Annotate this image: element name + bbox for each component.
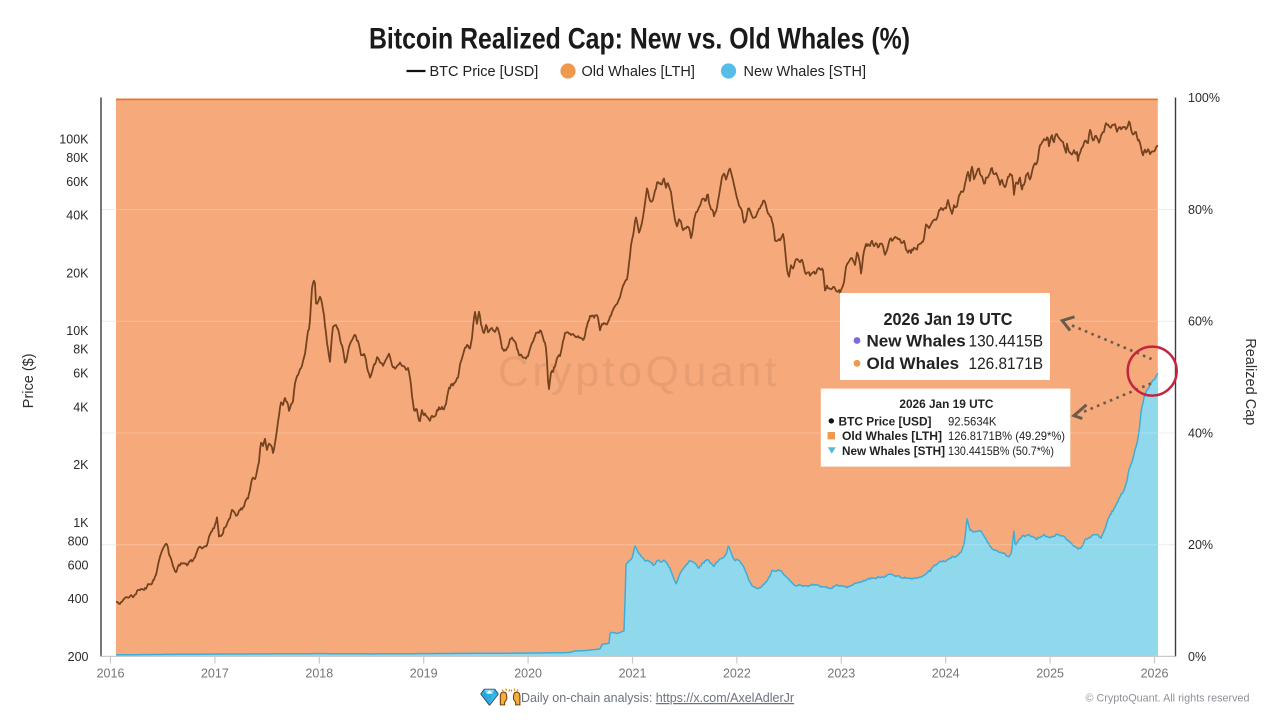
svg-text:126.8171B% (49.29*%): 126.8171B% (49.29*%) — [948, 429, 1065, 443]
svg-text:20%: 20% — [1188, 538, 1213, 552]
svg-text:6K: 6K — [73, 367, 89, 381]
svg-text:Old Whales [LTH]: Old Whales [LTH] — [842, 429, 942, 443]
svg-text:100K: 100K — [59, 132, 89, 146]
svg-text:2018: 2018 — [305, 667, 333, 681]
svg-text:80%: 80% — [1188, 203, 1213, 217]
svg-text:New Whales: New Whales — [867, 331, 966, 350]
svg-text:Daily on-chain analysis: https: Daily on-chain analysis: https://x.com/A… — [521, 691, 794, 705]
svg-text:800: 800 — [68, 534, 89, 548]
svg-text:2022: 2022 — [723, 667, 751, 681]
svg-text:126.8171B: 126.8171B — [969, 354, 1044, 373]
svg-text:Old Whales [LTH]: Old Whales [LTH] — [582, 64, 695, 80]
svg-text:New Whales [STH]: New Whales [STH] — [744, 64, 866, 80]
svg-text:60K: 60K — [66, 175, 89, 189]
svg-text:600: 600 — [68, 558, 89, 572]
svg-text:60%: 60% — [1188, 315, 1213, 329]
svg-text:0%: 0% — [1188, 650, 1206, 664]
svg-text:2K: 2K — [73, 458, 89, 472]
svg-text:2021: 2021 — [619, 667, 647, 681]
svg-text:BTC Price [USD]: BTC Price [USD] — [839, 414, 932, 428]
svg-text:CryptoQuant: CryptoQuant — [498, 348, 780, 396]
svg-text:2026 Jan 19 UTC: 2026 Jan 19 UTC — [899, 397, 993, 411]
svg-text:Price ($): Price ($) — [21, 353, 37, 408]
svg-text:8K: 8K — [73, 343, 89, 357]
svg-text:130.4415B: 130.4415B — [969, 331, 1044, 350]
svg-text:2026: 2026 — [1141, 667, 1169, 681]
svg-text:200: 200 — [68, 650, 89, 664]
svg-text:New Whales [STH]: New Whales [STH] — [842, 444, 945, 458]
svg-text:2025: 2025 — [1036, 667, 1064, 681]
svg-text:80K: 80K — [66, 151, 89, 165]
svg-text:100%: 100% — [1188, 91, 1220, 105]
svg-text:2019: 2019 — [410, 667, 438, 681]
svg-text:2024: 2024 — [932, 667, 960, 681]
svg-text:2020: 2020 — [514, 667, 542, 681]
svg-text:© CryptoQuant. All rights rese: © CryptoQuant. All rights reserved — [1086, 693, 1250, 705]
svg-text:10K: 10K — [66, 324, 89, 338]
svg-text:40%: 40% — [1188, 426, 1213, 440]
svg-text:4K: 4K — [73, 400, 89, 414]
svg-text:130.4415B% (50.7*%): 130.4415B% (50.7*%) — [948, 444, 1054, 458]
svg-text:Realized Cap: Realized Cap — [1242, 338, 1258, 425]
svg-text:20K: 20K — [66, 266, 89, 280]
svg-text:2023: 2023 — [827, 667, 855, 681]
svg-text:1K: 1K — [73, 516, 89, 530]
svg-text:2017: 2017 — [201, 667, 229, 681]
svg-text:92.5634K: 92.5634K — [948, 414, 997, 428]
svg-text:Bitcoin Realized Cap: New vs.: Bitcoin Realized Cap: New vs. Old Whales… — [369, 23, 910, 56]
svg-text:40K: 40K — [66, 209, 89, 223]
svg-text:2016: 2016 — [97, 667, 125, 681]
svg-text:BTC Price [USD]: BTC Price [USD] — [430, 64, 539, 80]
svg-text:2026 Jan 19 UTC: 2026 Jan 19 UTC — [884, 309, 1013, 329]
svg-text:400: 400 — [68, 592, 89, 606]
svg-text:Old Whales: Old Whales — [867, 354, 960, 373]
